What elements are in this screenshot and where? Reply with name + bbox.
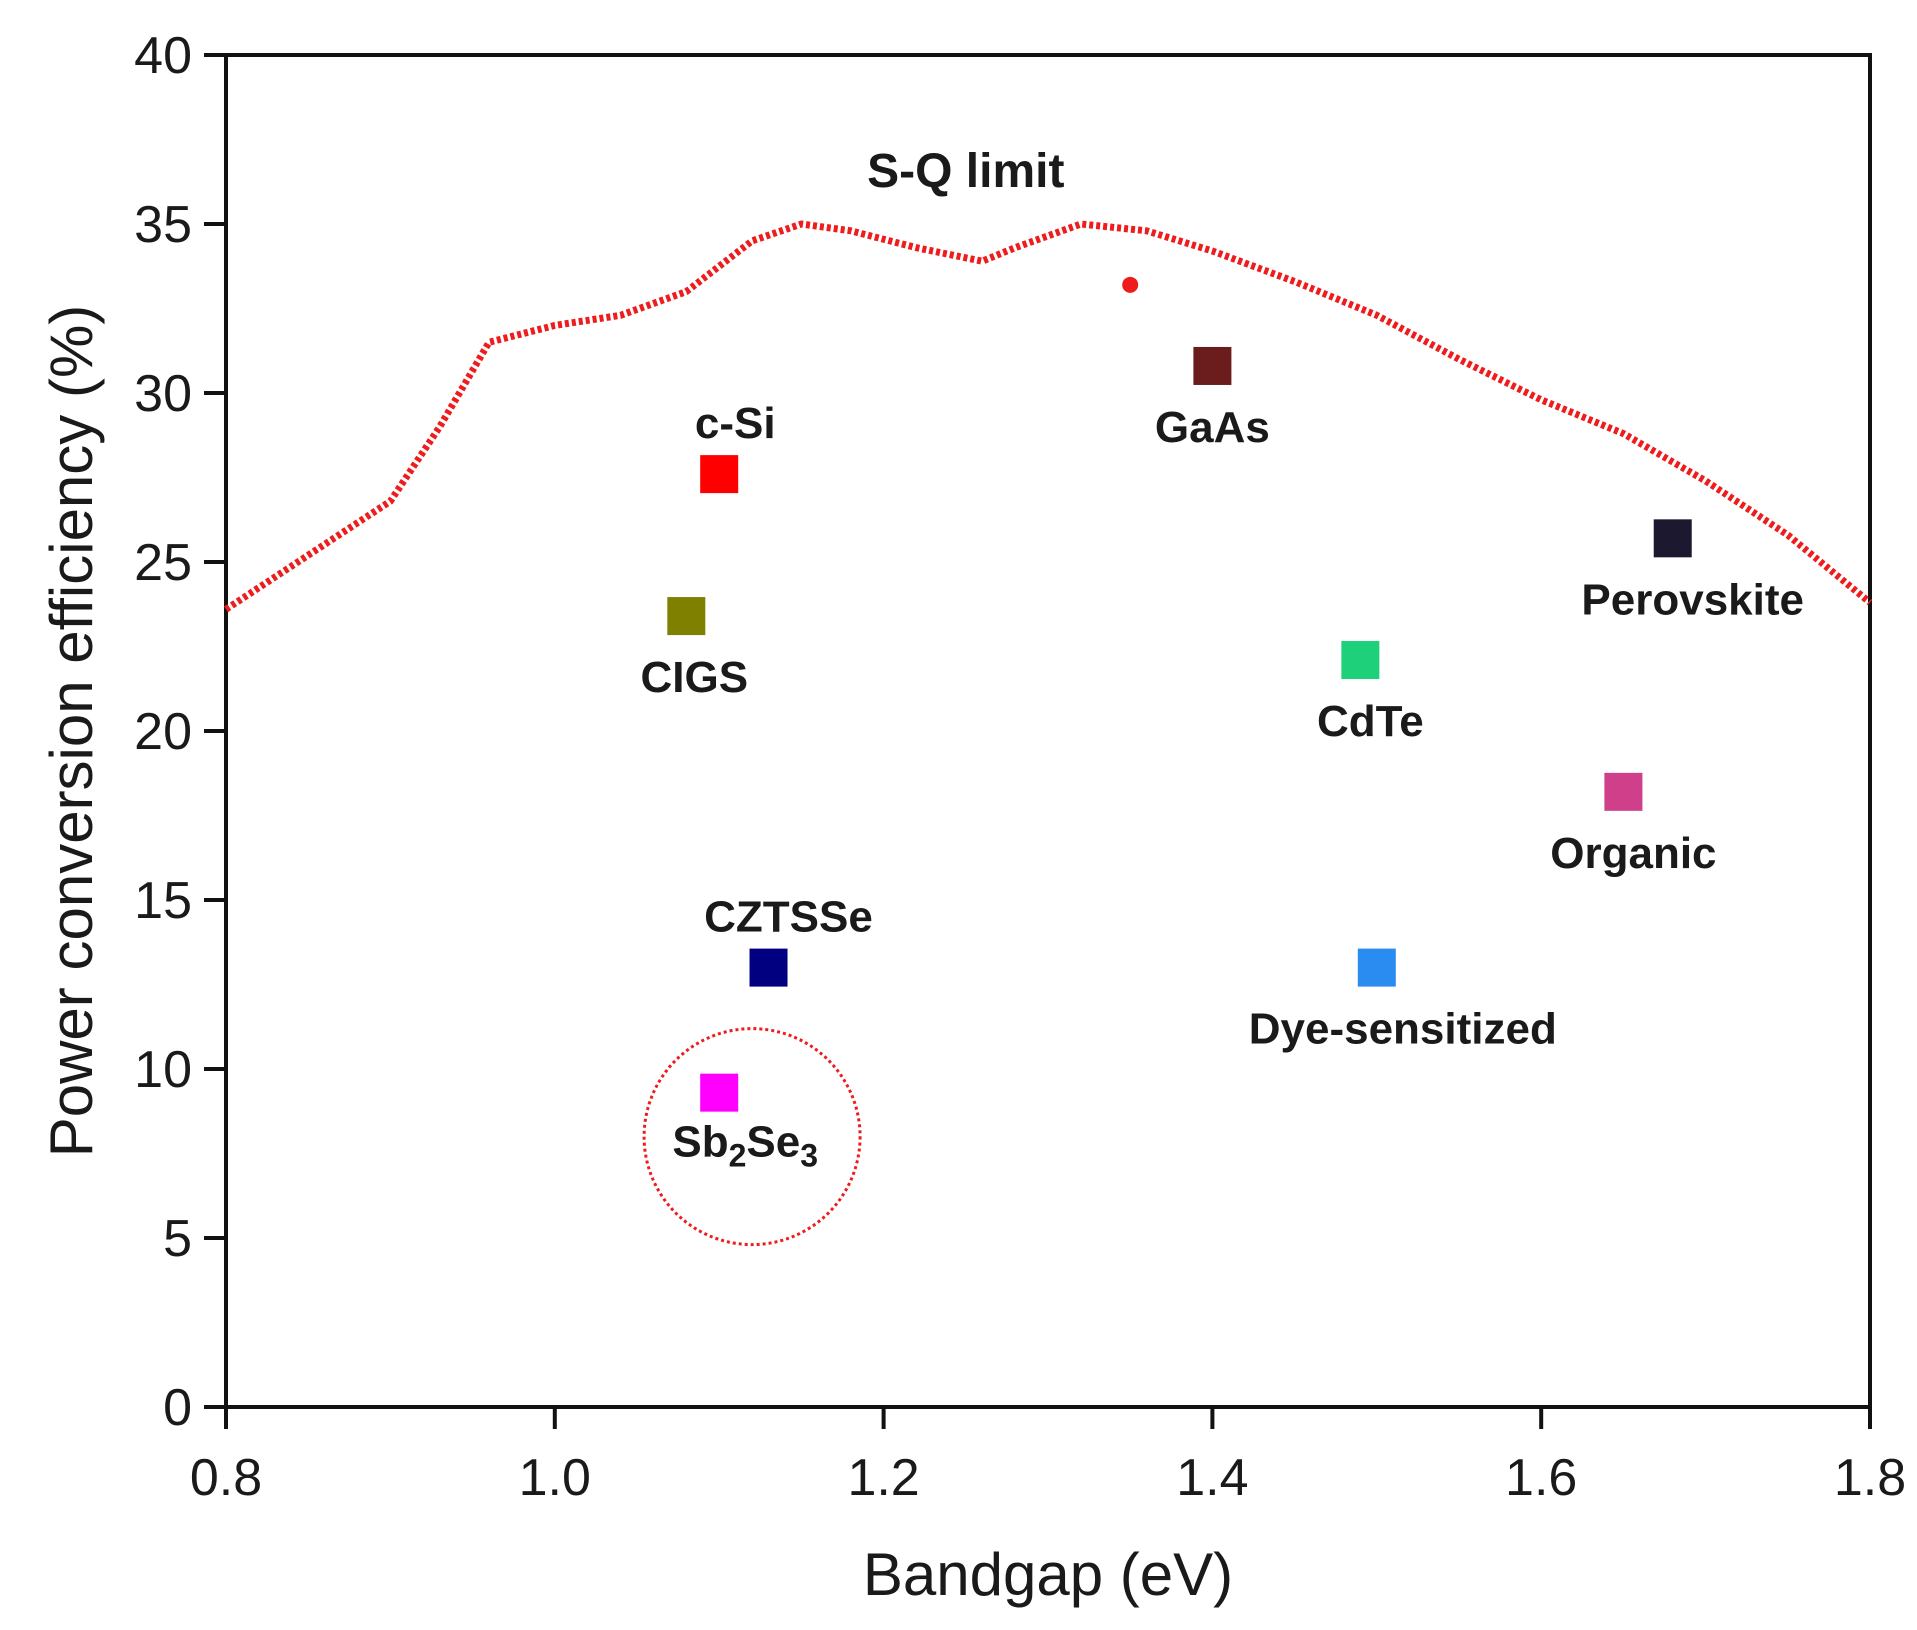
point-label-perovskite: Perovskite: [1581, 575, 1804, 624]
y-axis-ticks: 0 5 10 15 20 25 30 35 40: [134, 27, 226, 1437]
point-gaas: [1193, 346, 1232, 385]
highlight-circle: [642, 1027, 862, 1247]
point-label-gaas: GaAs: [1155, 403, 1270, 452]
point-label-part: Sb: [672, 1118, 728, 1167]
point-label-dye-sensitized: Dye-sensitized: [1249, 1005, 1557, 1054]
point-cztsse: [749, 948, 788, 987]
x-tick-label: 1.8: [1834, 1449, 1906, 1507]
point-organic: [1604, 772, 1643, 811]
y-tick-label: 25: [134, 534, 192, 592]
point-sb2se3: [700, 1073, 739, 1112]
point-label-part: 3: [800, 1138, 818, 1174]
y-tick-label: 30: [134, 365, 192, 423]
sq-limit-label: S-Q limit: [867, 145, 1064, 198]
point-c-si: [700, 455, 739, 494]
point-cdte: [1341, 641, 1380, 680]
sq-limit-line: [224, 220, 1873, 613]
sq-limit-series: [224, 220, 1873, 613]
point-label-cigs: CIGS: [641, 653, 749, 702]
plot-area-border: [224, 53, 1872, 1409]
point-label-organic: Organic: [1550, 829, 1716, 878]
y-tick-label: 10: [134, 1041, 192, 1099]
point-label-c-si: c-Si: [695, 399, 776, 448]
point-label-cdte: CdTe: [1317, 697, 1424, 746]
point-label-part: 2: [729, 1138, 747, 1174]
point-label-part: Se: [746, 1118, 800, 1167]
x-axis-title: Bandgap (eV): [863, 1541, 1233, 1608]
data-points: [667, 346, 1692, 1112]
y-tick-label: 5: [163, 1210, 192, 1268]
y-tick-label: 35: [134, 196, 192, 254]
point-label-cztsse: CZTSSe: [704, 893, 873, 942]
x-tick-label: 1.0: [519, 1449, 591, 1507]
x-tick-label: 1.6: [1505, 1449, 1577, 1507]
x-axis-ticks: 0.8 1.0 1.2 1.4 1.6 1.8: [190, 1407, 1906, 1507]
sq-limit-dot: [1122, 276, 1139, 293]
y-tick-label: 0: [163, 1379, 192, 1437]
y-tick-label: 15: [134, 872, 192, 930]
highlight-circle-group: [642, 1027, 862, 1247]
x-tick-label: 1.2: [847, 1449, 919, 1507]
point-dye-sensitized: [1357, 948, 1396, 987]
y-tick-label: 20: [134, 703, 192, 761]
y-axis-title: Power conversion efficiency (%): [38, 305, 105, 1158]
point-labels: c-Si CIGS CZTSSe Sb2Se3 GaAs CdTe Dye-sensitiz…: [641, 399, 1804, 1174]
point-label-sb2se3: Sb2Se3: [672, 1118, 818, 1174]
x-tick-label: 0.8: [190, 1449, 262, 1507]
plot-frame: [224, 53, 1872, 1409]
y-tick-label: 40: [134, 27, 192, 85]
point-perovskite: [1653, 519, 1692, 558]
point-cigs: [667, 597, 706, 636]
x-tick-label: 1.4: [1176, 1449, 1248, 1507]
